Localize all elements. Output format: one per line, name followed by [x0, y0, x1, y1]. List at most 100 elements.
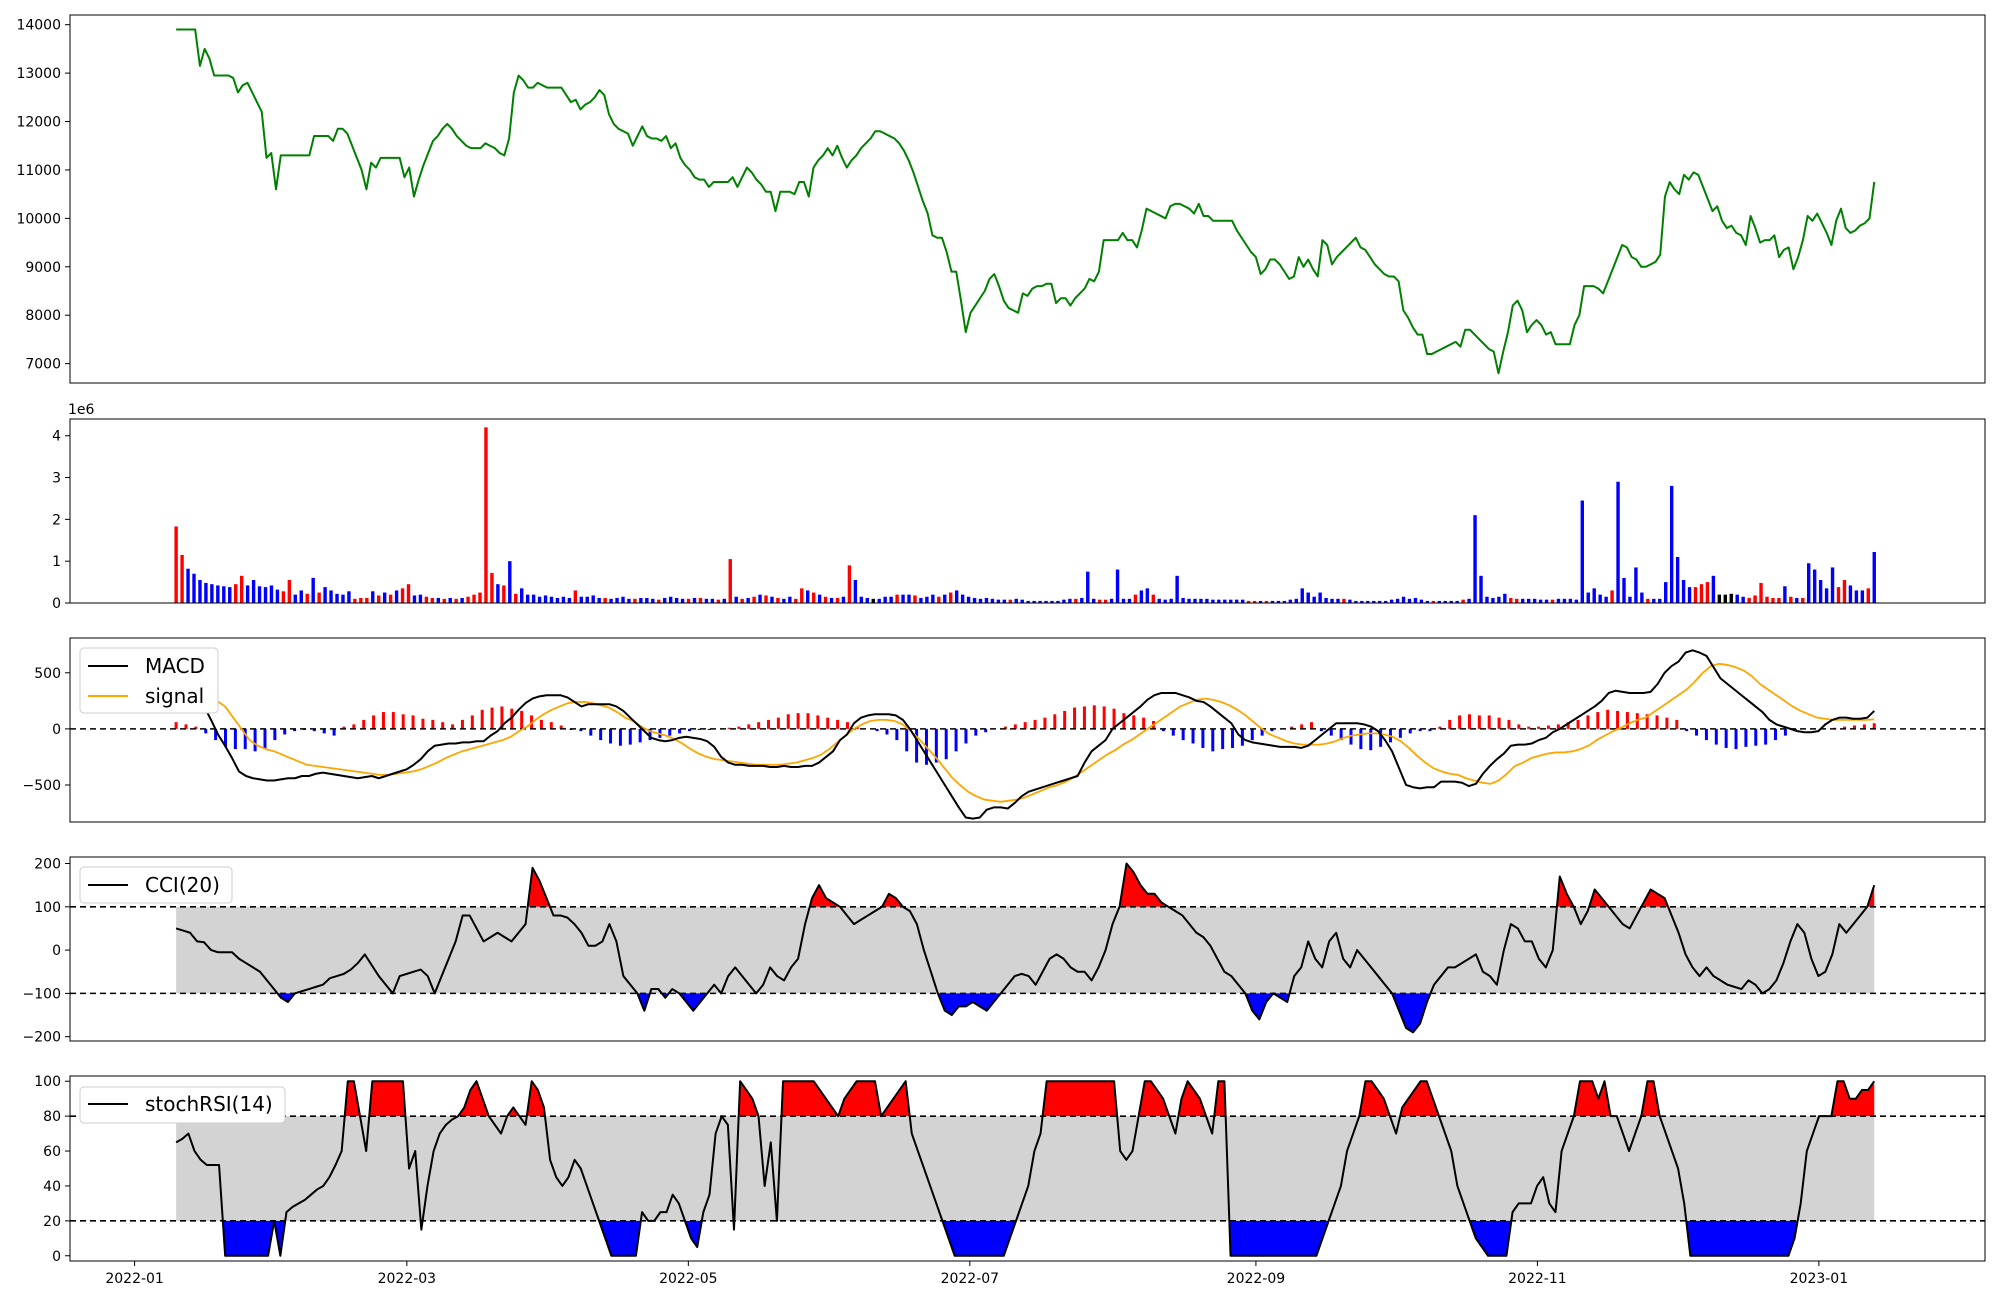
- volume-bar: [710, 598, 715, 603]
- macd-histogram-bar: [174, 722, 178, 729]
- macd-histogram-bar: [480, 709, 484, 729]
- macd-histogram-bar: [1685, 728, 1689, 732]
- volume-bar: [794, 598, 798, 603]
- macd-histogram-bar: [1053, 714, 1057, 729]
- volume-bar: [1807, 563, 1811, 603]
- volume-bar: [1038, 600, 1042, 603]
- macd-histogram-bar: [1546, 725, 1550, 729]
- panel-0-frame: [69, 14, 1986, 384]
- volume-bar: [1163, 599, 1167, 603]
- legend-macd-label: MACD: [145, 654, 205, 678]
- panel-4-ytick-label: 40: [43, 1179, 61, 1195]
- volume-bar: [1074, 598, 1078, 603]
- macd-line: [175, 649, 1875, 820]
- volume-bar: [210, 584, 214, 603]
- volume-bar: [1383, 600, 1388, 603]
- volume-bar: [186, 568, 190, 603]
- volume-bar: [657, 599, 661, 603]
- xtick-label: 2022-03: [378, 1271, 437, 1287]
- volume-bar: [275, 589, 280, 603]
- stochrsi-overbought-fill: [458, 1081, 489, 1117]
- volume-bar: [883, 596, 887, 603]
- macd-histogram-bar: [1270, 728, 1274, 732]
- volume-bar: [1842, 580, 1847, 603]
- macd-histogram-bar: [253, 728, 257, 752]
- volume-offset-label: 1e6: [68, 402, 95, 418]
- volume-bar: [996, 599, 1001, 603]
- volume-bar: [806, 590, 810, 603]
- volume-bar: [1872, 551, 1876, 603]
- macd-histogram-bar: [1191, 728, 1195, 744]
- volume-bar: [537, 596, 542, 603]
- macd-histogram-bar: [944, 728, 948, 760]
- macd-histogram-bar: [1290, 726, 1294, 729]
- volume-bar: [603, 597, 607, 603]
- volume-bar: [347, 591, 351, 603]
- volume-bar: [251, 580, 256, 603]
- macd-histogram-bar: [1418, 728, 1422, 732]
- volume-bar: [1652, 598, 1656, 603]
- volume-bar: [1431, 600, 1436, 603]
- macd-histogram-bar: [638, 728, 642, 743]
- volume-bar: [716, 599, 721, 603]
- volume-bar: [1854, 590, 1859, 603]
- macd-histogram-bar: [470, 715, 474, 729]
- stochrsi-overbought-fill: [1138, 1081, 1170, 1117]
- macd-histogram-bar: [648, 728, 652, 741]
- macd-histogram-bar: [510, 708, 514, 729]
- volume-bar: [1711, 575, 1716, 603]
- macd-histogram-bar: [885, 728, 889, 735]
- volume-bar: [174, 526, 178, 603]
- volume-bar: [692, 597, 697, 603]
- volume-bar: [1086, 571, 1090, 603]
- xtick-label: 2022-07: [941, 1271, 1000, 1287]
- macd-histogram-bar: [559, 725, 563, 729]
- volume-bar: [1705, 582, 1710, 603]
- stochrsi-overbought-fill: [344, 1081, 361, 1117]
- macd-histogram-bar: [1092, 705, 1096, 729]
- macd-histogram-bar: [362, 719, 366, 729]
- macd-histogram-bar: [1783, 728, 1787, 736]
- volume-bar: [1556, 598, 1561, 603]
- volume-bar: [1646, 598, 1650, 603]
- panel-1-ytick-label: 2: [52, 512, 61, 528]
- volume-bar: [841, 596, 846, 603]
- macd-histogram-bar: [332, 728, 336, 736]
- volume-bar: [1080, 597, 1084, 603]
- volume-bar: [1687, 587, 1692, 603]
- volume-bar: [1312, 596, 1316, 603]
- volume-bar: [1127, 598, 1132, 603]
- volume-bar: [1741, 596, 1745, 603]
- volume-bar: [305, 593, 309, 603]
- macd-histogram-bar: [1428, 728, 1432, 732]
- macd-histogram-bar: [1329, 728, 1333, 736]
- volume-bar: [1664, 582, 1668, 603]
- volume-bar: [216, 585, 220, 603]
- volume-bar: [889, 596, 893, 603]
- macd-histogram-bar: [401, 714, 405, 729]
- macd-histogram-bar: [1714, 728, 1718, 745]
- volume-bar: [1521, 598, 1525, 603]
- macd-histogram-bar: [1645, 714, 1649, 729]
- volume-bar: [1401, 596, 1406, 603]
- stochrsi-overbought-fill: [781, 1081, 839, 1117]
- volume-bar: [949, 592, 953, 603]
- volume-bar: [1056, 600, 1060, 603]
- volume-bar: [555, 597, 560, 603]
- volume-bar: [1598, 594, 1602, 603]
- volume-bar: [651, 598, 655, 603]
- volume-bar: [311, 577, 315, 603]
- panel-3-ytick-label: −100: [23, 986, 61, 1002]
- volume-bar: [1270, 600, 1275, 603]
- volume-bar: [728, 559, 732, 603]
- legend-stochrsi: stochRSI(14): [79, 1086, 286, 1124]
- volume-bar: [907, 594, 911, 603]
- macd-histogram-bar: [1260, 728, 1264, 736]
- macd-histogram-bar: [905, 728, 909, 752]
- xtick-label: 2022-11: [1508, 1271, 1567, 1287]
- macd-histogram-bar: [786, 714, 790, 729]
- macd-histogram-bar: [1616, 710, 1620, 729]
- volume-bar: [448, 597, 452, 603]
- panel-0-ytick-label: 14000: [16, 18, 61, 34]
